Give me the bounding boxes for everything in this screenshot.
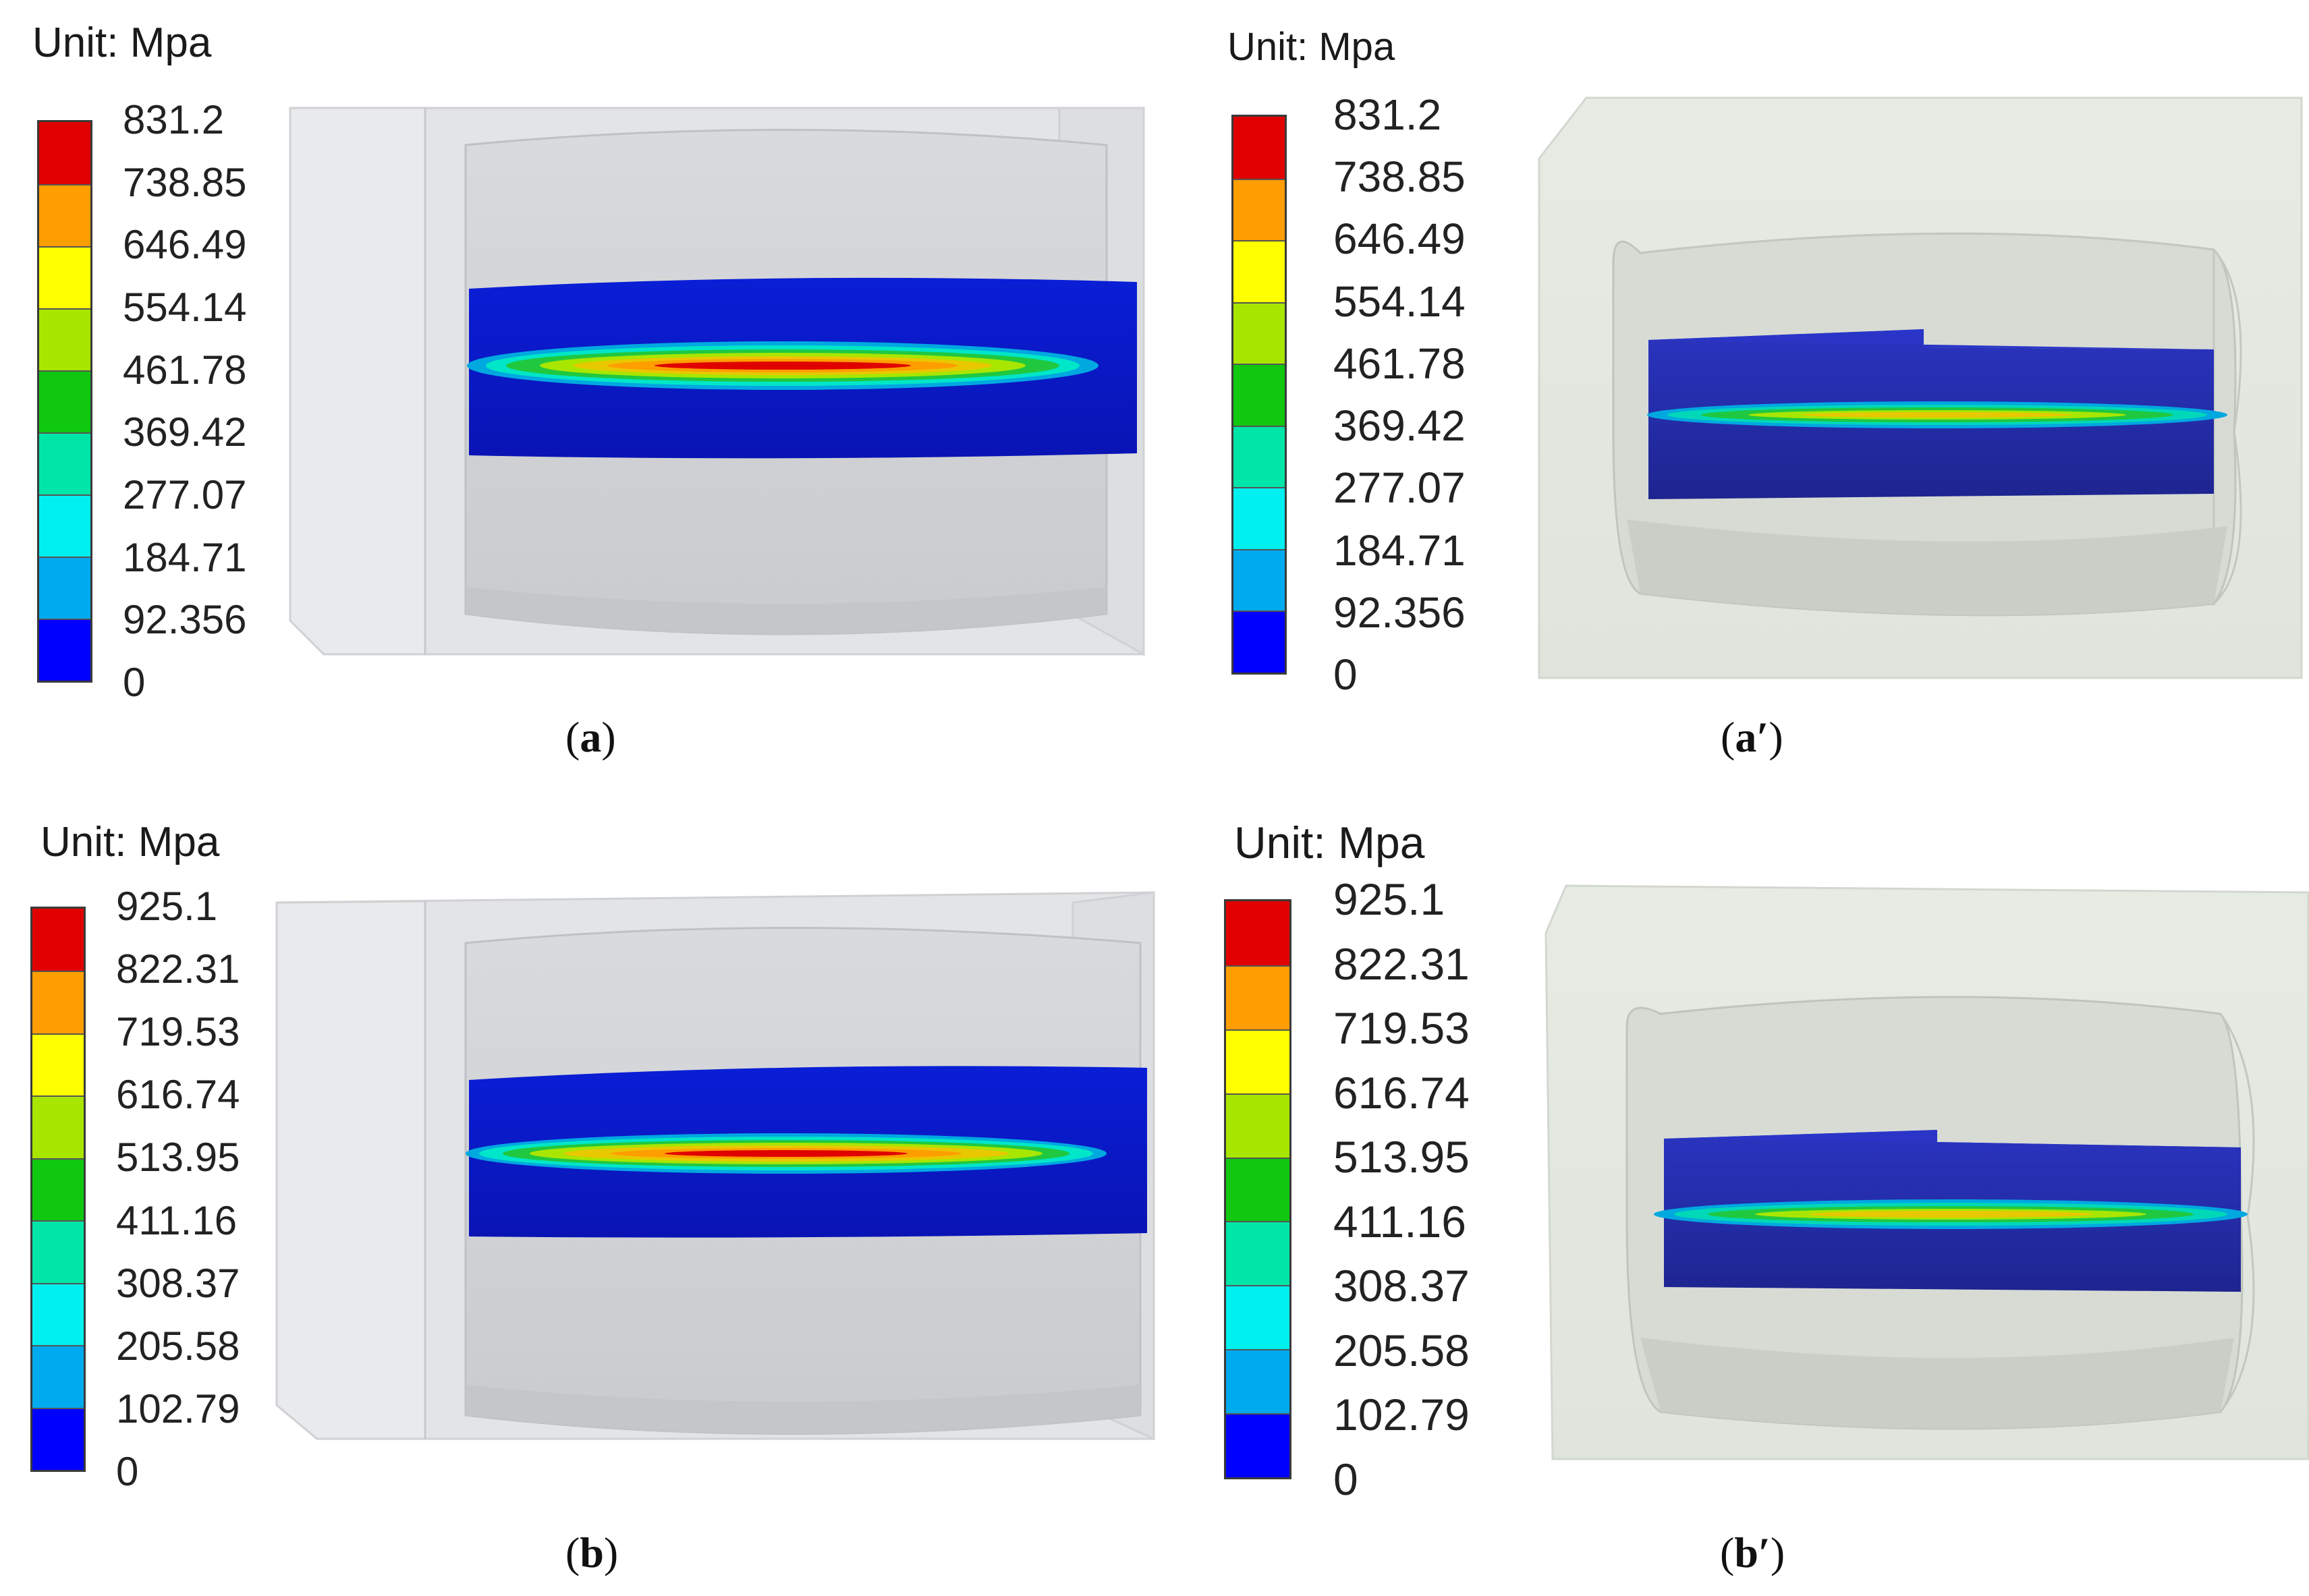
color-legend-bar bbox=[1231, 115, 1287, 675]
panel-b-prime: Unit: Mpa 925.1 822.31 719.53 616.74 513… bbox=[1154, 798, 2309, 1596]
legend-band bbox=[32, 1220, 84, 1283]
tick-label: 0 bbox=[123, 660, 146, 705]
tick-label: 554.14 bbox=[123, 285, 247, 330]
tick-label: 513.95 bbox=[116, 1135, 240, 1180]
tick-label: 513.95 bbox=[1333, 1132, 1470, 1182]
tick-label: 554.14 bbox=[1333, 277, 1466, 326]
unit-label: Unit: Mpa bbox=[40, 819, 220, 865]
unit-label: Unit: Mpa bbox=[1234, 818, 1425, 867]
legend-band bbox=[39, 556, 90, 619]
legend-band bbox=[32, 1033, 84, 1096]
tick-label: 719.53 bbox=[1333, 1003, 1470, 1054]
color-legend-bar bbox=[30, 907, 86, 1472]
panel-caption: (a) bbox=[565, 713, 616, 761]
legend-band bbox=[32, 1407, 84, 1470]
tick-label: 205.58 bbox=[116, 1323, 240, 1369]
tick-label: 925.1 bbox=[1333, 874, 1445, 924]
stress-model-view bbox=[275, 891, 1155, 1441]
stress-model-view bbox=[1545, 884, 2309, 1460]
left-face bbox=[289, 107, 426, 656]
color-legend-bar bbox=[37, 120, 92, 683]
legend-band bbox=[1233, 548, 1285, 611]
legend-band bbox=[39, 618, 90, 681]
color-legend-bar bbox=[1224, 899, 1291, 1479]
tick-label: 308.37 bbox=[116, 1260, 240, 1306]
panel-caption: (b′) bbox=[1720, 1529, 1785, 1576]
tick-label: 738.85 bbox=[1333, 152, 1466, 202]
tick-label: 184.71 bbox=[1333, 525, 1466, 575]
tick-label: 461.78 bbox=[1333, 339, 1466, 388]
legend-band bbox=[1233, 240, 1285, 302]
tick-label: 461.78 bbox=[123, 347, 247, 393]
tick-label: 925.1 bbox=[116, 884, 218, 929]
tick-label: 102.79 bbox=[1333, 1390, 1470, 1440]
legend-band bbox=[1233, 364, 1285, 426]
legend-band bbox=[39, 370, 90, 432]
legend-band bbox=[32, 1095, 84, 1158]
tick-label: 646.49 bbox=[123, 222, 247, 268]
tick-label: 738.85 bbox=[123, 159, 247, 205]
tick-label: 822.31 bbox=[1333, 938, 1470, 989]
tick-label: 646.49 bbox=[1333, 215, 1466, 264]
tick-label: 102.79 bbox=[116, 1386, 240, 1431]
tick-label: 92.356 bbox=[1333, 588, 1466, 637]
legend-band bbox=[32, 909, 84, 971]
legend-band bbox=[39, 432, 90, 494]
legend-band bbox=[1226, 1221, 1289, 1286]
panel-b: Unit: Mpa 925.1 822.31 719.53 616.74 513… bbox=[0, 798, 1155, 1596]
legend-band bbox=[32, 1158, 84, 1221]
legend-band bbox=[1226, 1029, 1289, 1093]
panel-a: Unit: Mpa 831.2 738.85 646.49 554.14 461… bbox=[0, 0, 1154, 798]
legend-band bbox=[39, 183, 90, 246]
legend-band bbox=[1226, 1157, 1289, 1222]
legend-band bbox=[32, 1345, 84, 1408]
legend-band bbox=[1233, 302, 1285, 364]
tick-label: 822.31 bbox=[116, 946, 240, 992]
legend-band bbox=[1233, 610, 1285, 673]
legend-band bbox=[1226, 901, 1289, 965]
tick-label: 0 bbox=[1333, 1454, 1358, 1504]
legend-band bbox=[39, 246, 90, 308]
legend-band bbox=[1233, 178, 1285, 241]
tick-label: 308.37 bbox=[1333, 1261, 1470, 1311]
tick-label: 369.42 bbox=[1333, 401, 1466, 451]
legend-band bbox=[39, 122, 90, 184]
tick-label: 411.16 bbox=[116, 1197, 238, 1243]
legend-band bbox=[1226, 1285, 1289, 1350]
legend-band bbox=[39, 308, 90, 370]
tick-label: 277.07 bbox=[1333, 463, 1466, 513]
panel-caption: (b) bbox=[565, 1529, 619, 1576]
legend-band bbox=[39, 494, 90, 557]
tick-label: 616.74 bbox=[116, 1072, 240, 1118]
unit-label: Unit: Mpa bbox=[32, 20, 212, 66]
stress-model-view bbox=[1538, 96, 2303, 679]
tick-label: 719.53 bbox=[116, 1009, 240, 1055]
legend-band bbox=[32, 1282, 84, 1346]
tick-label: 831.2 bbox=[1333, 90, 1442, 139]
tick-label: 205.58 bbox=[1333, 1325, 1470, 1375]
legend-band bbox=[1226, 1093, 1289, 1158]
tick-label: 277.07 bbox=[123, 472, 247, 517]
legend-band bbox=[1233, 117, 1285, 179]
unit-label: Unit: Mpa bbox=[1227, 25, 1395, 69]
legend-band bbox=[1233, 425, 1285, 488]
tick-label: 369.42 bbox=[123, 409, 247, 455]
legend-band bbox=[1226, 965, 1289, 1029]
legend-band bbox=[32, 971, 84, 1033]
tick-label: 616.74 bbox=[1333, 1067, 1470, 1118]
stress-model-view bbox=[289, 107, 1145, 656]
panel-a-prime: Unit: Mpa 831.2 738.85 646.49 554.14 461… bbox=[1154, 0, 2309, 798]
tick-label: 92.356 bbox=[123, 597, 247, 643]
left-face bbox=[275, 900, 426, 1440]
tick-label: 0 bbox=[116, 1449, 139, 1494]
legend-band bbox=[1226, 1413, 1289, 1477]
legend-band bbox=[1233, 487, 1285, 549]
tick-label: 831.2 bbox=[123, 97, 225, 142]
tick-label: 184.71 bbox=[123, 534, 247, 580]
tick-label: 411.16 bbox=[1333, 1196, 1466, 1247]
legend-band bbox=[1226, 1349, 1289, 1414]
tick-label: 0 bbox=[1333, 650, 1358, 699]
panel-caption: (a′) bbox=[1721, 713, 1783, 761]
